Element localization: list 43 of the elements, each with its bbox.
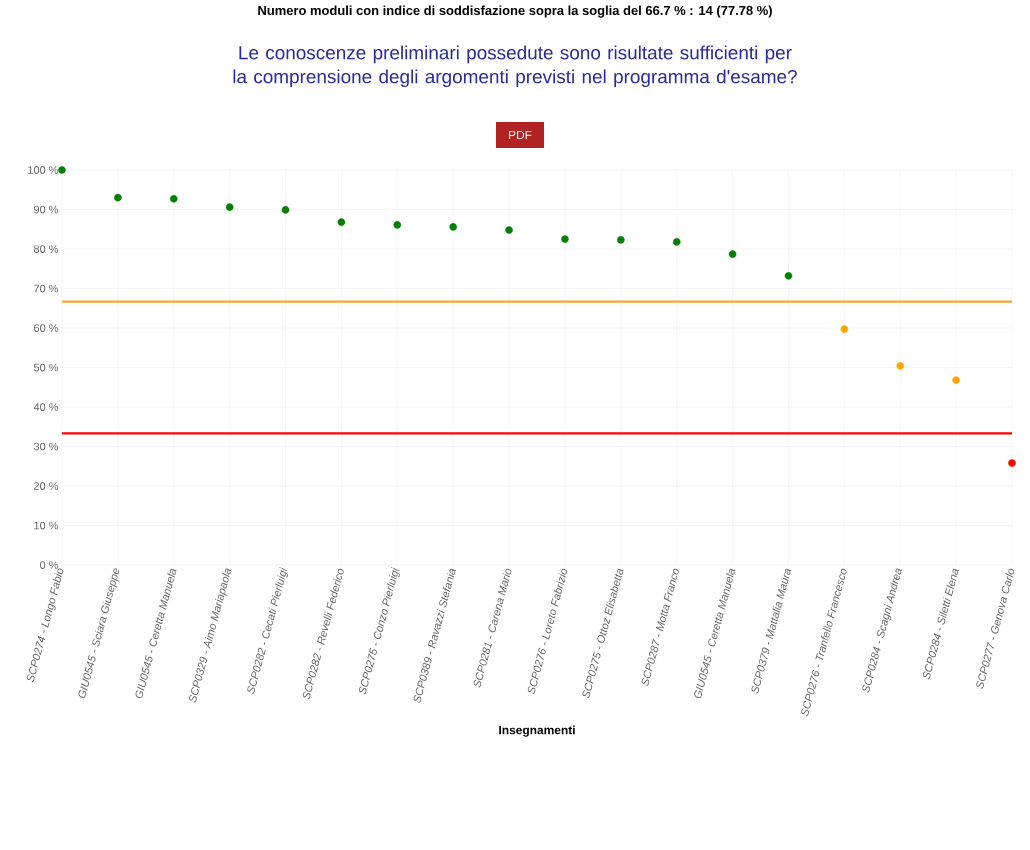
- y-tick-label: 40 %: [33, 403, 59, 411]
- y-tick-label: 100 %: [28, 166, 59, 174]
- y-tick-label: 50 %: [33, 363, 59, 372]
- point: [952, 376, 960, 384]
- point: [449, 223, 457, 231]
- point: [672, 238, 681, 246]
- point: [896, 362, 905, 370]
- text: PDF: [509, 130, 532, 140]
- x-tick-label: GIU0545 - Sciara Giuseppe: [78, 568, 120, 698]
- point: [728, 250, 737, 258]
- point: [505, 226, 513, 234]
- point: [169, 195, 178, 203]
- x-tick-label: SCP0275 - Conzo Pierluigi: [358, 566, 400, 695]
- x-tick-label: SCP0282 - Revelli Federico: [302, 568, 344, 700]
- x-tick-label: GIU0545 - Ceretta Manuela: [694, 568, 736, 699]
- point: [114, 193, 122, 202]
- x-axis-title: Insegnamenti: [499, 725, 575, 737]
- chart-title: Le conoscenze preliminari possedute sono risultate sufficienti per la comprensione degli argomenti previsti nel programma d'esame?: [233, 45, 797, 88]
- point: [784, 272, 793, 280]
- y-tick-label: 80 %: [33, 245, 59, 253]
- point: [281, 206, 290, 214]
- point: [337, 218, 346, 226]
- point: [225, 203, 234, 211]
- y-tick-label: 30 %: [33, 442, 59, 451]
- point: [393, 221, 402, 229]
- x-tick-label: SCP0274 - Longo Fabio: [26, 568, 64, 682]
- x-tick-label: GIU0545 - Ceretta Manuela: [135, 568, 177, 699]
- point: [840, 325, 849, 333]
- y-tick-label: 10 %: [34, 521, 59, 530]
- text: Numero moduli con indice di soddisfazione sopra la soglia del 66.7 % : 14 (77.78 %): [258, 5, 772, 18]
- point: [1008, 459, 1016, 467]
- y-tick-label: 0 %: [40, 561, 59, 569]
- x-tick-label: SCP0287 - Motta Franco: [641, 568, 679, 686]
- point: [561, 235, 569, 243]
- point: [58, 166, 66, 174]
- y-tick-label: 20 %: [34, 482, 59, 490]
- y-tick-label: 60 %: [34, 324, 59, 332]
- y-tick-label: 70 %: [34, 284, 59, 293]
- y-tick-label: 90 %: [34, 205, 59, 214]
- point: [617, 236, 625, 244]
- x-tick-label: SCP0277 - Genova Carlo: [976, 568, 1015, 689]
- x-tick-label: SCP0276 - Loreto Fabrizio: [527, 568, 568, 694]
- x-tick-label: SCP0284 - Siletti Elena: [922, 568, 959, 680]
